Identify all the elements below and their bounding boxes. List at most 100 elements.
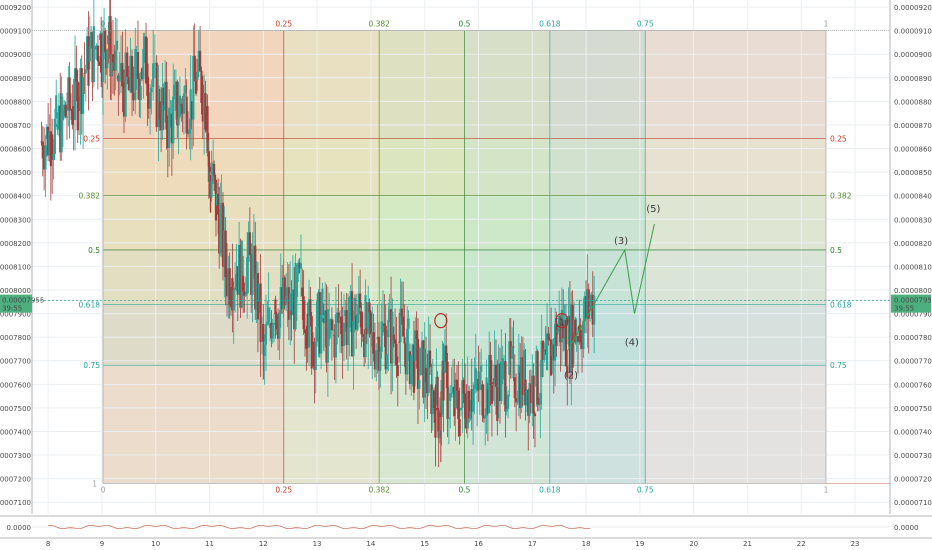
candle-body bbox=[153, 62, 157, 64]
candle-body bbox=[91, 32, 94, 83]
last-price-tag bbox=[891, 294, 931, 313]
candle-body bbox=[244, 294, 247, 296]
fib-time-label-bottom: 0 bbox=[101, 485, 106, 494]
candle-body bbox=[305, 333, 308, 349]
candle-body bbox=[492, 381, 495, 385]
candle-body bbox=[485, 377, 488, 416]
candles bbox=[40, 0, 596, 468]
candle-body bbox=[259, 283, 262, 343]
elliott-wave-label: (2) bbox=[564, 370, 578, 381]
candle-body bbox=[310, 316, 313, 369]
x-tick: 22 bbox=[797, 540, 806, 548]
candle-body bbox=[356, 314, 359, 330]
candle-body bbox=[350, 291, 354, 357]
candle-body bbox=[320, 315, 323, 354]
candle-body bbox=[486, 389, 489, 414]
candle-body bbox=[328, 325, 331, 340]
candle-body bbox=[548, 339, 551, 341]
candle-body bbox=[181, 104, 184, 114]
candle-body bbox=[395, 343, 398, 366]
candle-body bbox=[311, 341, 315, 346]
candle-body bbox=[539, 392, 542, 405]
candle-body bbox=[450, 392, 453, 394]
right-axis-panel bbox=[890, 0, 932, 514]
elliott-wave-label: (5) bbox=[646, 204, 660, 215]
candle-body bbox=[238, 245, 241, 295]
candle-body bbox=[375, 350, 378, 370]
x-tick: 17 bbox=[528, 540, 537, 548]
x-tick: 21 bbox=[743, 540, 752, 548]
candle-body bbox=[239, 245, 242, 308]
candle-body bbox=[352, 321, 355, 357]
candle-body bbox=[298, 262, 301, 269]
candle-body bbox=[162, 87, 165, 105]
candle-body bbox=[220, 202, 223, 224]
candle-body bbox=[164, 81, 167, 111]
candle-body bbox=[582, 320, 585, 350]
candle-body bbox=[126, 52, 129, 78]
candle-body bbox=[402, 316, 405, 337]
candle-body bbox=[207, 151, 210, 168]
countdown-label-left: 39:55 bbox=[2, 305, 22, 313]
fib-time-label-bottom: 0.25 bbox=[275, 485, 292, 494]
candle-body bbox=[458, 419, 461, 437]
candle-body bbox=[148, 92, 152, 109]
candle-body bbox=[505, 408, 508, 412]
candle-body bbox=[571, 305, 574, 368]
candle-body bbox=[407, 318, 410, 329]
candle-body bbox=[294, 262, 297, 330]
candle-body bbox=[372, 332, 375, 354]
candle-body bbox=[254, 245, 257, 310]
candle-body bbox=[440, 379, 443, 418]
candle-body bbox=[419, 348, 422, 375]
candle-body bbox=[500, 361, 503, 402]
candle-body bbox=[306, 313, 309, 348]
candle-body bbox=[476, 379, 479, 392]
fib-level-label-right: 0.5 bbox=[830, 246, 842, 255]
candle-body bbox=[98, 61, 101, 66]
candle-body bbox=[517, 364, 520, 402]
candle-body bbox=[591, 294, 594, 325]
x-tick: 18 bbox=[582, 540, 591, 548]
candle-body bbox=[551, 344, 554, 357]
candle-body bbox=[408, 351, 411, 385]
candle-body bbox=[494, 364, 498, 387]
fib-corner-label-1: 1 bbox=[92, 479, 97, 488]
candle-body bbox=[293, 289, 296, 330]
candle-body bbox=[227, 268, 230, 297]
candle-body bbox=[574, 319, 577, 343]
candle-body bbox=[212, 164, 216, 175]
candle-body bbox=[96, 45, 99, 62]
x-tick: 16 bbox=[474, 540, 483, 548]
candle-body bbox=[589, 306, 592, 309]
candle-body bbox=[201, 84, 204, 122]
candle-body bbox=[285, 296, 288, 305]
candle-body bbox=[513, 377, 516, 399]
candle-body bbox=[170, 113, 173, 144]
candle-body bbox=[545, 333, 549, 371]
candle-body bbox=[283, 277, 286, 306]
candle-body bbox=[47, 126, 50, 156]
elliott-wave-label: (4) bbox=[625, 337, 639, 348]
candle-body bbox=[528, 383, 531, 416]
fib-level-label-right: 0.618 bbox=[830, 300, 852, 309]
candle-body bbox=[344, 310, 347, 316]
x-tick: 20 bbox=[689, 540, 698, 548]
candle-body bbox=[51, 134, 54, 161]
candle-body bbox=[524, 379, 527, 406]
candle-body bbox=[368, 302, 371, 313]
candle-body bbox=[376, 336, 379, 340]
candle-body bbox=[322, 318, 325, 323]
candle-body bbox=[301, 287, 304, 297]
